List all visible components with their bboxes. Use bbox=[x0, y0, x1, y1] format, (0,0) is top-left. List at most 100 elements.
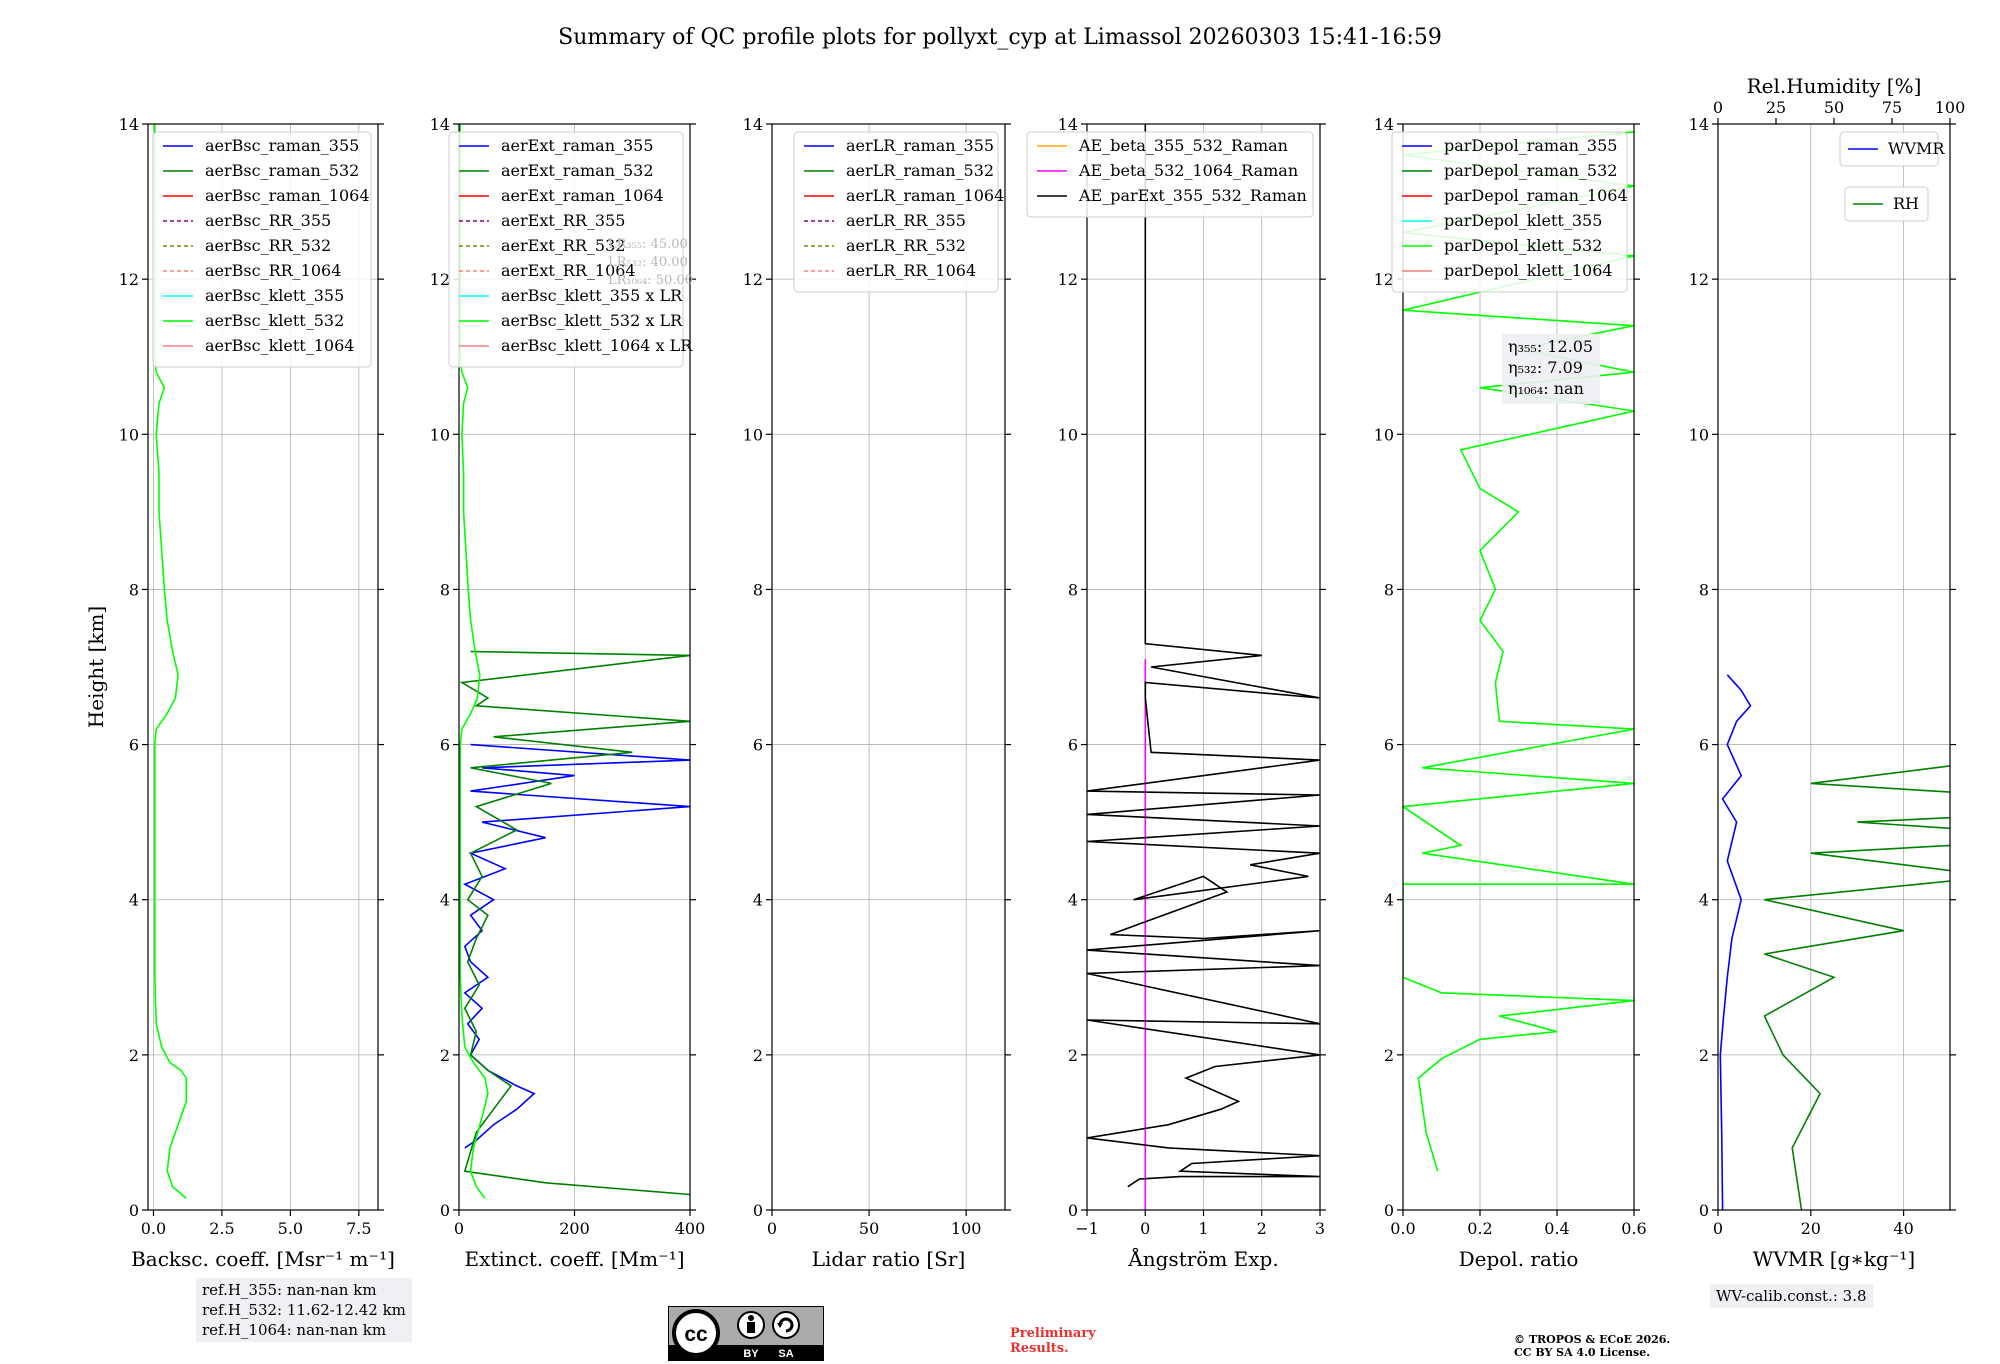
y-tick-label: 10 bbox=[119, 425, 139, 444]
preliminary-line-1: Preliminary bbox=[1010, 1326, 1096, 1341]
x-tick-label: −1 bbox=[1075, 1219, 1099, 1238]
legend-label: aerExt_RR_1064 bbox=[501, 261, 636, 280]
x-axis-label: Ångström Exp. bbox=[1127, 1246, 1278, 1271]
copyright-line-1: © TROPOS & ECoE 2026. bbox=[1514, 1333, 1671, 1346]
legend-label: aerBsc_klett_355 bbox=[205, 286, 344, 305]
y-tick-label: 8 bbox=[129, 580, 139, 599]
x-tick-label: 0 bbox=[767, 1219, 777, 1238]
y-tick-label: 12 bbox=[119, 270, 139, 289]
y-tick-label: 6 bbox=[1699, 736, 1709, 755]
x-axis-label: Depol. ratio bbox=[1459, 1247, 1579, 1271]
y-tick-label: 12 bbox=[743, 270, 763, 289]
wv-calibration-constant: WV-calib.const.: 3.8 bbox=[1716, 1287, 1867, 1305]
top-x-tick-label: 100 bbox=[1935, 98, 1966, 117]
x-tick-label: 20 bbox=[1801, 1219, 1821, 1238]
y-tick-label: 4 bbox=[440, 891, 450, 910]
panel-depolarization: 0 2 4 6 8 10 12 14 0.0 0.2 0.4 0.6 Depol. ratio parDe… bbox=[1374, 115, 1647, 1271]
legend-label: WVMR bbox=[1888, 139, 1945, 158]
eta-note-line: η₁₀₆₄: nan bbox=[1508, 379, 1584, 398]
y-tick-label: 8 bbox=[440, 580, 450, 599]
reference-height-box: ref.H_355: nan-nan km ref.H_532: 11.62-1… bbox=[196, 1278, 412, 1342]
legend-label: aerBsc_klett_532 x LR bbox=[501, 311, 683, 330]
cc-by-label: BY bbox=[743, 1348, 759, 1360]
legend-label: aerLR_raman_1064 bbox=[846, 186, 1004, 205]
legend-label: aerBsc_raman_355 bbox=[205, 136, 359, 155]
ref-height-355: ref.H_355: nan-nan km bbox=[202, 1281, 377, 1299]
legend-label: AE_beta_532_1064_Raman bbox=[1078, 161, 1298, 180]
y-tick-label: 12 bbox=[430, 270, 450, 289]
cc-by-sa-badge: cc BY SA bbox=[668, 1306, 824, 1361]
cc-by-sa-icon: cc BY SA bbox=[669, 1309, 823, 1360]
x-axis-label: Lidar ratio [Sr] bbox=[812, 1247, 966, 1271]
legend-box bbox=[1026, 131, 1314, 218]
legend-box bbox=[1391, 131, 1628, 293]
lidar-ratio-note: LR₅₃₂: 40.00 bbox=[608, 255, 688, 270]
legend-label: aerLR_RR_355 bbox=[846, 211, 966, 230]
legend-label: parDepol_klett_532 bbox=[1444, 236, 1602, 255]
y-tick-label: 12 bbox=[1058, 270, 1078, 289]
legend-label: aerBsc_raman_1064 bbox=[205, 186, 370, 205]
y-tick-label: 4 bbox=[1068, 891, 1078, 910]
x-tick-label: 1 bbox=[1198, 1219, 1208, 1238]
y-tick-label: 4 bbox=[129, 891, 139, 910]
series-line-aerBsc_klett_532 bbox=[154, 124, 188, 1200]
x-axis-label: Extinct. coeff. [Mm⁻¹] bbox=[464, 1247, 684, 1271]
legend-label: aerBsc_RR_1064 bbox=[205, 261, 341, 280]
legend-label: AE_beta_355_532_Raman bbox=[1078, 136, 1288, 155]
legend: aerExt_raman_355 aerExt_raman_532 aerExt_r… bbox=[448, 131, 693, 368]
legend-label: aerBsc_raman_532 bbox=[205, 161, 359, 180]
y-tick-label: 6 bbox=[129, 736, 139, 755]
x-tick-label: 2.5 bbox=[209, 1219, 234, 1238]
x-tick-label: 400 bbox=[675, 1219, 706, 1238]
x-tick-label: 7.5 bbox=[346, 1219, 371, 1238]
ref-height-532: ref.H_532: 11.62-12.42 km bbox=[202, 1301, 406, 1319]
legend: parDepol_raman_355 parDepol_raman_532 parD… bbox=[1391, 131, 1628, 293]
legend: AE_beta_355_532_Raman AE_beta_532_1064_Ra… bbox=[1026, 131, 1314, 218]
y-tick-label: 8 bbox=[1384, 580, 1394, 599]
y-tick-label: 0 bbox=[1384, 1201, 1394, 1220]
legend-rh: RH bbox=[1844, 186, 1929, 222]
legend-label: parDepol_raman_355 bbox=[1444, 136, 1617, 155]
series-line-aerExt_raman_532 bbox=[459, 650, 690, 1196]
legend: aerLR_raman_355 aerLR_raman_532 aerLR_rama… bbox=[793, 131, 1004, 293]
legend-label: aerExt_raman_355 bbox=[501, 136, 654, 155]
legend: aerBsc_raman_355 aerBsc_raman_532 aerBsc_r… bbox=[152, 131, 372, 368]
legend-label: aerBsc_RR_355 bbox=[205, 211, 331, 230]
y-tick-label: 2 bbox=[1068, 1046, 1078, 1065]
series-line-AE_parExt_355_532_Raman bbox=[1087, 124, 1320, 1188]
y-tick-label: 10 bbox=[1058, 425, 1078, 444]
y-tick-label: 14 bbox=[1689, 115, 1709, 134]
series-line-WVMR bbox=[1719, 674, 1752, 1210]
series-line-parDepol_klett_532 bbox=[1403, 131, 1634, 1172]
legend-wvmr: WVMR bbox=[1839, 131, 1945, 167]
legend-label: parDepol_raman_532 bbox=[1444, 161, 1617, 180]
preliminary-line-2: Results. bbox=[1010, 1341, 1069, 1356]
y-axis-label: Height [km] bbox=[84, 606, 108, 728]
legend-label: RH bbox=[1893, 194, 1919, 213]
eta-note-line: η₅₃₂: 7.09 bbox=[1508, 358, 1583, 377]
y-tick-label: 2 bbox=[440, 1046, 450, 1065]
y-tick-label: 2 bbox=[1699, 1046, 1709, 1065]
y-tick-label: 8 bbox=[1068, 580, 1078, 599]
x-tick-label: 100 bbox=[951, 1219, 982, 1238]
eta-note: η₃₅₅: 12.05 η₅₃₂: 7.09 η₁₀₆₄: nan bbox=[1502, 334, 1600, 404]
y-tick-label: 0 bbox=[1068, 1201, 1078, 1220]
x-tick-label: 0 bbox=[454, 1219, 464, 1238]
y-tick-label: 6 bbox=[1068, 736, 1078, 755]
x-tick-label: 0 bbox=[1713, 1219, 1723, 1238]
y-tick-label: 14 bbox=[743, 115, 763, 134]
preliminary-results-note: Preliminary Results. bbox=[1010, 1326, 1096, 1356]
y-tick-label: 6 bbox=[753, 736, 763, 755]
y-tick-label: 10 bbox=[1374, 425, 1394, 444]
legend-label: parDepol_klett_1064 bbox=[1444, 261, 1613, 280]
legend-label: aerLR_raman_355 bbox=[846, 136, 994, 155]
y-tick-label: 4 bbox=[1384, 891, 1394, 910]
series-line-aerBsc_klett_532 x LR bbox=[459, 124, 489, 1199]
x-tick-label: 2 bbox=[1257, 1219, 1267, 1238]
axes-frame bbox=[771, 123, 1006, 1211]
y-tick-label: 8 bbox=[753, 580, 763, 599]
y-tick-label: 8 bbox=[1699, 580, 1709, 599]
legend-box bbox=[152, 131, 372, 368]
